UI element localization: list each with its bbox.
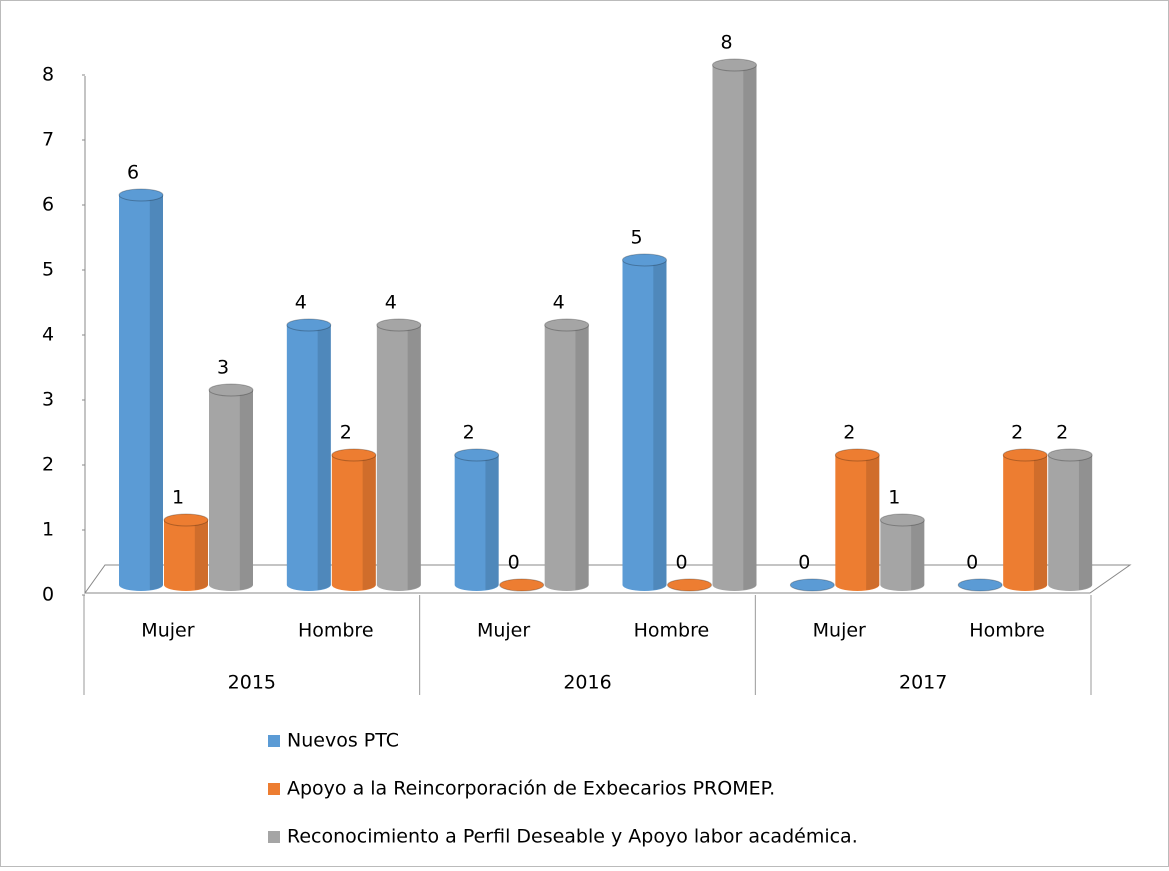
data-label: 0 <box>508 552 520 574</box>
data-label: 4 <box>295 292 307 314</box>
y-tick-label: 3 <box>42 389 54 411</box>
data-label: 1 <box>172 487 184 509</box>
legend-label: Apoyo a la Reincorporación de Exbecarios… <box>287 778 775 800</box>
data-label: 0 <box>966 552 978 574</box>
bar <box>454 448 500 591</box>
y-tick-label: 8 <box>42 64 54 86</box>
bar <box>499 578 545 592</box>
group-label: 2016 <box>563 672 611 694</box>
bar <box>163 513 209 591</box>
legend-swatch <box>268 831 280 843</box>
data-label: 6 <box>127 162 139 184</box>
legend-label: Reconocimiento a Perfil Deseable y Apoyo… <box>287 826 858 848</box>
bar <box>879 513 925 591</box>
data-label: 0 <box>675 552 687 574</box>
group-label: 2015 <box>228 672 276 694</box>
bar <box>622 253 667 591</box>
data-label: 4 <box>385 292 397 314</box>
group-label: 2017 <box>899 672 947 694</box>
bar <box>957 578 1003 592</box>
bar <box>1002 448 1048 591</box>
data-label: 0 <box>798 552 810 574</box>
y-tick-label: 5 <box>42 259 54 281</box>
y-tick-label: 7 <box>42 129 54 151</box>
y-tick-label: 6 <box>42 194 54 216</box>
bar <box>1047 448 1093 591</box>
legend-swatch <box>268 735 280 747</box>
data-label: 8 <box>720 32 732 54</box>
x-tick-label: Mujer <box>477 620 530 642</box>
bar <box>789 578 835 592</box>
y-tick-label: 2 <box>42 454 54 476</box>
bar <box>331 448 377 591</box>
y-tick-label: 0 <box>42 584 54 606</box>
data-label: 2 <box>1056 422 1068 444</box>
data-label: 2 <box>463 422 475 444</box>
y-tick-label: 1 <box>42 519 54 541</box>
data-label: 2 <box>1011 422 1023 444</box>
data-label: 3 <box>217 357 229 379</box>
data-label: 5 <box>630 227 642 249</box>
x-tick-label: Mujer <box>141 620 194 642</box>
data-label: 2 <box>843 422 855 444</box>
x-tick-label: Hombre <box>969 620 1045 642</box>
data-label: 1 <box>888 487 900 509</box>
legend-swatch <box>268 783 280 795</box>
bar <box>544 318 590 591</box>
data-label: 4 <box>553 292 565 314</box>
x-tick-label: Hombre <box>634 620 710 642</box>
y-tick-label: 4 <box>42 324 54 346</box>
bar <box>834 448 880 591</box>
bar <box>286 318 332 591</box>
bar <box>712 58 757 591</box>
bar <box>208 383 254 591</box>
bar <box>376 318 422 591</box>
bar <box>118 188 164 591</box>
floor <box>84 564 1132 594</box>
x-tick-label: Mujer <box>813 620 866 642</box>
data-label: 2 <box>340 422 352 444</box>
legend-label: Nuevos PTC <box>287 730 399 752</box>
x-tick-label: Hombre <box>298 620 374 642</box>
bar <box>667 578 712 592</box>
